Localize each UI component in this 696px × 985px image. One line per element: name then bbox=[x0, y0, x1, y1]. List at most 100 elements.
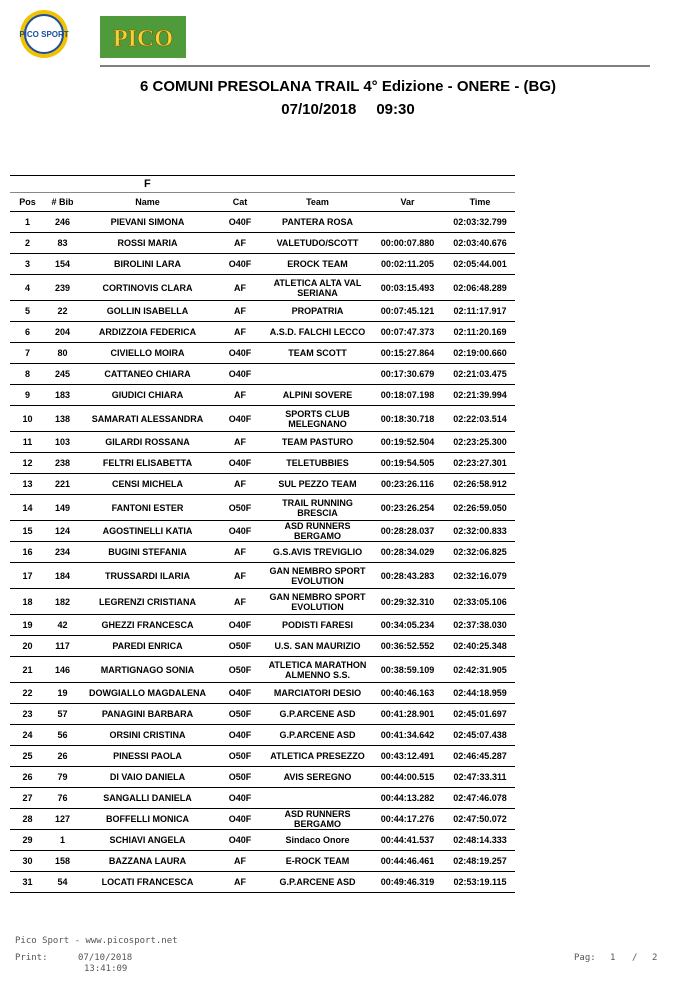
bib-cell: 1 bbox=[45, 829, 80, 851]
pos-cell: 9 bbox=[10, 384, 45, 406]
cat-cell: O40F bbox=[215, 724, 265, 746]
page-label: Pag: bbox=[574, 953, 596, 963]
bib-cell: 146 bbox=[45, 656, 80, 683]
pos-cell: 12 bbox=[10, 452, 45, 474]
result-row: 24 56 ORSINI CRISTINA O40F G.P.ARCENE ASD 00:… bbox=[10, 724, 515, 746]
name-cell: DI VAIO DANIELA bbox=[80, 766, 215, 788]
name-cell: LEGRENZI CRISTIANA bbox=[80, 588, 215, 615]
pos-cell: 28 bbox=[10, 808, 45, 830]
result-row: 28 127 BOFFELLI MONICA O40F ASD RUNNERS BERG… bbox=[10, 808, 515, 830]
pos-cell: 1 bbox=[10, 211, 45, 233]
var-cell: 00:29:32.310 bbox=[370, 588, 445, 615]
team-cell: ASD RUNNERS BERGAMO bbox=[265, 808, 370, 830]
cat-cell: AF bbox=[215, 321, 265, 343]
logo-right-bg bbox=[100, 16, 186, 58]
var-cell: 00:49:46.319 bbox=[370, 871, 445, 893]
bib-cell: 22 bbox=[45, 300, 80, 322]
name-cell: AGOSTINELLI KATIA bbox=[80, 520, 215, 542]
team-cell: TRAIL RUNNING BRESCIA bbox=[265, 494, 370, 521]
page-number: 1 bbox=[610, 953, 616, 963]
pos-cell: 29 bbox=[10, 829, 45, 851]
result-row: 20 117 PAREDI ENRICA O50F U.S. SAN MAURIZIO 0… bbox=[10, 635, 515, 657]
bib-cell: 76 bbox=[45, 787, 80, 809]
column-header: Time bbox=[445, 192, 515, 212]
var-cell: 00:02:11.205 bbox=[370, 253, 445, 275]
time-cell: 02:26:59.050 bbox=[445, 494, 515, 521]
date-time: 07/10/2018 09:30 bbox=[0, 101, 696, 118]
team-cell: EROCK TEAM bbox=[265, 253, 370, 275]
bib-cell: 127 bbox=[45, 808, 80, 830]
var-cell: 00:44:41.537 bbox=[370, 829, 445, 851]
name-cell: PANAGINI BARBARA bbox=[80, 703, 215, 725]
var-cell: 00:18:30.718 bbox=[370, 405, 445, 432]
team-cell: TEAM SCOTT bbox=[265, 342, 370, 364]
team-cell: SUL PEZZO TEAM bbox=[265, 473, 370, 495]
cat-cell: O40F bbox=[215, 405, 265, 432]
name-cell: CIVIELLO MOIRA bbox=[80, 342, 215, 364]
name-cell: GHEZZI FRANCESCA bbox=[80, 614, 215, 636]
bib-cell: 103 bbox=[45, 431, 80, 453]
bib-cell: 138 bbox=[45, 405, 80, 432]
cat-cell: AF bbox=[215, 384, 265, 406]
bib-cell: 239 bbox=[45, 274, 80, 301]
team-cell: PROPATRIA bbox=[265, 300, 370, 322]
column-header: Var bbox=[370, 192, 445, 212]
team-cell bbox=[265, 787, 370, 809]
cat-cell: O50F bbox=[215, 656, 265, 683]
result-row: 2 83 ROSSI MARIA AF VALETUDO/SCOTT 00:00:07.8… bbox=[10, 232, 515, 254]
bib-cell: 158 bbox=[45, 850, 80, 872]
team-cell: TELETUBBIES bbox=[265, 452, 370, 474]
team-cell bbox=[265, 363, 370, 385]
time-cell: 02:40:25.348 bbox=[445, 635, 515, 657]
name-cell: SCHIAVI ANGELA bbox=[80, 829, 215, 851]
result-row: 17 184 TRUSSARDI ILARIA AF GAN NEMBRO SPORT … bbox=[10, 562, 515, 589]
result-row: 29 1 SCHIAVI ANGELA O40F Sindaco Onore 00:44:… bbox=[10, 829, 515, 851]
result-row: 18 182 LEGRENZI CRISTIANA AF GAN NEMBRO SPOR… bbox=[10, 588, 515, 615]
result-row: 31 54 LOCATI FRANCESCA AF G.P.ARCENE ASD 00:4… bbox=[10, 871, 515, 893]
bib-cell: 204 bbox=[45, 321, 80, 343]
name-cell: CENSI MICHELA bbox=[80, 473, 215, 495]
pos-cell: 16 bbox=[10, 541, 45, 563]
result-row: 13 221 CENSI MICHELA AF SUL PEZZO TEAM 00:23:… bbox=[10, 473, 515, 495]
logo-right-text: PICO bbox=[113, 26, 173, 52]
pos-cell: 22 bbox=[10, 682, 45, 704]
time-cell: 02:46:45.287 bbox=[445, 745, 515, 767]
cat-cell: O50F bbox=[215, 494, 265, 521]
cat-cell: O50F bbox=[215, 766, 265, 788]
team-cell: PODISTI FARESI bbox=[265, 614, 370, 636]
result-row: 4 239 CORTINOVIS CLARA AF ATLETICA ALTA VAL … bbox=[10, 274, 515, 301]
cat-cell: O50F bbox=[215, 745, 265, 767]
team-cell: TEAM PASTURO bbox=[265, 431, 370, 453]
print-label: Print: bbox=[15, 953, 48, 963]
cat-cell: O50F bbox=[215, 703, 265, 725]
cat-cell: O40F bbox=[215, 787, 265, 809]
bib-cell: 19 bbox=[45, 682, 80, 704]
team-cell: PANTERA ROSA bbox=[265, 211, 370, 233]
header-row: Pos # Bib Name Cat Team Var Time bbox=[10, 192, 515, 212]
var-cell: 00:07:47.373 bbox=[370, 321, 445, 343]
logo-left-text: PICO SPORT bbox=[19, 30, 68, 39]
var-cell: 00:23:26.116 bbox=[370, 473, 445, 495]
bib-cell: 238 bbox=[45, 452, 80, 474]
bib-cell: 182 bbox=[45, 588, 80, 615]
name-cell: BOFFELLI MONICA bbox=[80, 808, 215, 830]
result-row: 9 183 GIUDICI CHIARA AF ALPINI SOVERE 00:18:0… bbox=[10, 384, 515, 406]
cat-cell: AF bbox=[215, 562, 265, 589]
pos-cell: 6 bbox=[10, 321, 45, 343]
var-cell: 00:44:13.282 bbox=[370, 787, 445, 809]
cat-cell: O40F bbox=[215, 808, 265, 830]
time-cell: 02:53:19.115 bbox=[445, 871, 515, 893]
time-cell: 02:11:17.917 bbox=[445, 300, 515, 322]
name-cell: SANGALLI DANIELA bbox=[80, 787, 215, 809]
team-cell: GAN NEMBRO SPORT EVOLUTION bbox=[265, 562, 370, 589]
footer-site: Pico Sport - www.picosport.net bbox=[15, 936, 178, 946]
result-row: 10 138 SAMARATI ALESSANDRA O40F SPORTS CLUB … bbox=[10, 405, 515, 432]
result-row: 3 154 BIROLINI LARA O40F EROCK TEAM 00:02:11.… bbox=[10, 253, 515, 275]
pos-cell: 3 bbox=[10, 253, 45, 275]
time-cell: 02:05:44.001 bbox=[445, 253, 515, 275]
bib-cell: 26 bbox=[45, 745, 80, 767]
bib-cell: 54 bbox=[45, 871, 80, 893]
team-cell: ATLETICA PRESEZZO bbox=[265, 745, 370, 767]
result-row: 22 19 DOWGIALLO MAGDALENA O40F MARCIATORI DE… bbox=[10, 682, 515, 704]
var-cell: 00:44:17.276 bbox=[370, 808, 445, 830]
